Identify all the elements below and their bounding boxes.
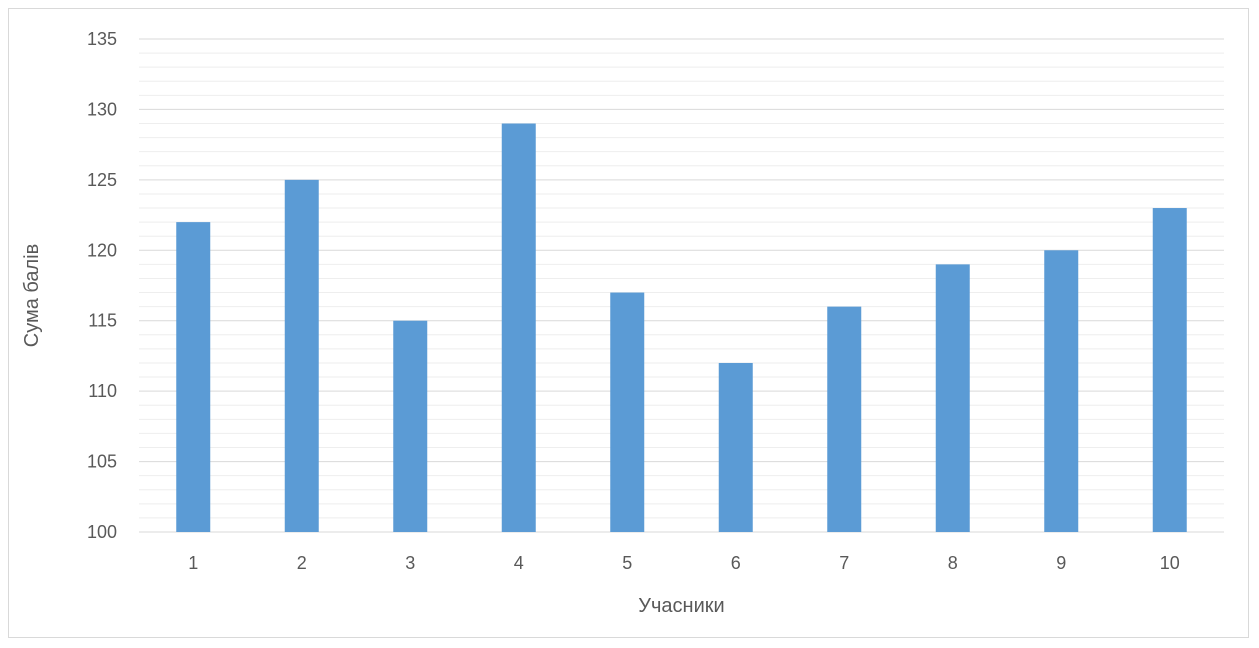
bar-6	[718, 362, 753, 532]
y-tick-label: 100	[87, 522, 117, 542]
x-tick-label: 3	[405, 553, 415, 573]
y-tick-label: 125	[87, 170, 117, 190]
bar-9	[1044, 250, 1079, 533]
bar-10	[1152, 208, 1187, 532]
x-tick-label: 5	[622, 553, 632, 573]
x-tick-label: 1	[188, 553, 198, 573]
bar-5	[610, 292, 645, 532]
bar-2	[284, 179, 319, 532]
y-tick-label: 105	[87, 452, 117, 472]
y-tick-label: 130	[87, 99, 117, 119]
x-tick-label: 2	[297, 553, 307, 573]
y-axis-title: Сума балів	[21, 244, 43, 348]
x-tick-label: 10	[1160, 553, 1180, 573]
x-tick-label: 9	[1056, 553, 1066, 573]
y-tick-label: 115	[88, 311, 117, 331]
y-tick-label: 135	[87, 29, 117, 49]
bar-7	[827, 306, 862, 532]
bar-8	[935, 264, 970, 532]
y-tick-label: 110	[88, 381, 117, 401]
x-tick-label: 4	[514, 553, 524, 573]
bar-3	[393, 320, 428, 532]
x-axis-title: Учасники	[638, 595, 724, 617]
grid-layer	[139, 38, 1224, 533]
x-tick-label: 7	[839, 553, 849, 573]
x-tick-label: 6	[731, 553, 741, 573]
bar-1	[176, 222, 211, 532]
bars-layer	[176, 123, 1187, 533]
axis-layer: 100 105 110 115 120 125 130 135 1 2 3 4 5 6 7 8 9 10	[87, 29, 1180, 573]
x-tick-label: 8	[948, 553, 958, 573]
y-tick-label: 120	[87, 240, 117, 260]
bar-4	[501, 123, 536, 532]
